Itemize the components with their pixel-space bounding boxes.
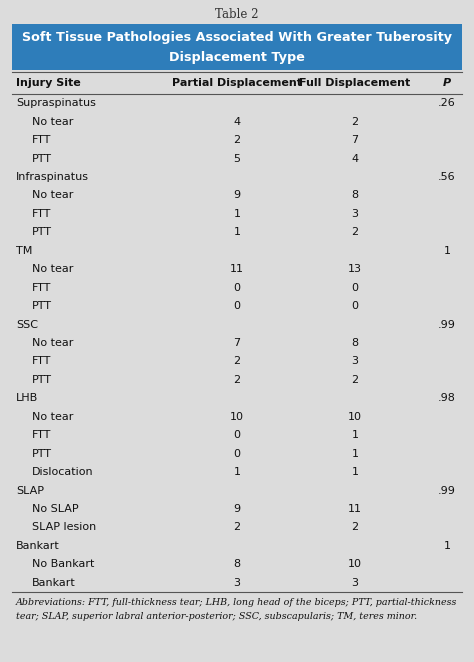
Text: 1: 1 — [234, 467, 240, 477]
Text: TM: TM — [16, 246, 32, 256]
Text: FTT: FTT — [32, 430, 51, 440]
Text: 0: 0 — [234, 430, 240, 440]
Text: 1: 1 — [234, 227, 240, 238]
Text: FTT: FTT — [32, 283, 51, 293]
Text: SSC: SSC — [16, 320, 38, 330]
Text: FTT: FTT — [32, 135, 51, 145]
Text: 0: 0 — [234, 449, 240, 459]
Text: 3: 3 — [234, 578, 240, 588]
Text: Displacement Type: Displacement Type — [169, 52, 305, 64]
Text: 9: 9 — [233, 504, 241, 514]
Text: P: P — [443, 78, 451, 88]
Text: 2: 2 — [233, 522, 241, 532]
Text: FTT: FTT — [32, 209, 51, 219]
Text: 2: 2 — [233, 135, 241, 145]
Text: 0: 0 — [234, 283, 240, 293]
Text: tear; SLAP, superior labral anterior-posterior; SSC, subscapularis; TM, teres mi: tear; SLAP, superior labral anterior-pos… — [16, 612, 417, 621]
Text: 10: 10 — [230, 412, 244, 422]
Text: .98: .98 — [438, 393, 456, 403]
Text: PTT: PTT — [32, 227, 52, 238]
Text: No tear: No tear — [32, 412, 73, 422]
Text: 1: 1 — [444, 541, 450, 551]
Text: No SLAP: No SLAP — [32, 504, 79, 514]
Text: Partial Displacement: Partial Displacement — [172, 78, 302, 88]
Text: SLAP lesion: SLAP lesion — [32, 522, 96, 532]
Text: Full Displacement: Full Displacement — [300, 78, 410, 88]
Text: 13: 13 — [348, 264, 362, 274]
Bar — [12, 24, 462, 70]
Text: Injury Site: Injury Site — [16, 78, 81, 88]
Text: No tear: No tear — [32, 191, 73, 201]
Text: 8: 8 — [351, 338, 358, 348]
Text: 3: 3 — [352, 209, 358, 219]
Text: 3: 3 — [352, 578, 358, 588]
Text: 2: 2 — [351, 375, 358, 385]
Text: 7: 7 — [233, 338, 241, 348]
Text: 4: 4 — [351, 154, 358, 164]
Text: .99: .99 — [438, 320, 456, 330]
Text: 5: 5 — [234, 154, 240, 164]
Text: Abbreviations: FTT, full-thickness tear; LHB, long head of the biceps; PTT, part: Abbreviations: FTT, full-thickness tear;… — [16, 598, 457, 607]
Text: No tear: No tear — [32, 117, 73, 126]
Text: 2: 2 — [351, 522, 358, 532]
Text: No tear: No tear — [32, 338, 73, 348]
Text: 4: 4 — [233, 117, 241, 126]
Text: .26: .26 — [438, 98, 456, 108]
Text: 1: 1 — [234, 209, 240, 219]
Text: 1: 1 — [352, 467, 358, 477]
Text: 11: 11 — [348, 504, 362, 514]
Text: 1: 1 — [352, 449, 358, 459]
Text: No Bankart: No Bankart — [32, 559, 94, 569]
Text: 10: 10 — [348, 559, 362, 569]
Text: 1: 1 — [352, 430, 358, 440]
Text: LHB: LHB — [16, 393, 38, 403]
Text: 2: 2 — [233, 356, 241, 367]
Text: 7: 7 — [351, 135, 358, 145]
Text: Table 2: Table 2 — [215, 7, 259, 21]
Text: 9: 9 — [233, 191, 241, 201]
Text: PTT: PTT — [32, 375, 52, 385]
Text: 8: 8 — [351, 191, 358, 201]
Text: 0: 0 — [234, 301, 240, 311]
Text: 2: 2 — [351, 227, 358, 238]
Text: .56: .56 — [438, 172, 456, 182]
Text: Bankart: Bankart — [32, 578, 76, 588]
Text: Infraspinatus: Infraspinatus — [16, 172, 89, 182]
Text: Dislocation: Dislocation — [32, 467, 94, 477]
Text: 8: 8 — [233, 559, 241, 569]
Text: 2: 2 — [233, 375, 241, 385]
Text: FTT: FTT — [32, 356, 51, 367]
Text: Supraspinatus: Supraspinatus — [16, 98, 96, 108]
Text: 3: 3 — [352, 356, 358, 367]
Text: PTT: PTT — [32, 154, 52, 164]
Text: 0: 0 — [352, 301, 358, 311]
Text: SLAP: SLAP — [16, 485, 44, 496]
Text: 1: 1 — [444, 246, 450, 256]
Text: No tear: No tear — [32, 264, 73, 274]
Text: PTT: PTT — [32, 301, 52, 311]
Text: Soft Tissue Pathologies Associated With Greater Tuberosity: Soft Tissue Pathologies Associated With … — [22, 32, 452, 44]
Text: PTT: PTT — [32, 449, 52, 459]
Text: 0: 0 — [352, 283, 358, 293]
Text: 2: 2 — [351, 117, 358, 126]
Text: .99: .99 — [438, 485, 456, 496]
Text: Bankart: Bankart — [16, 541, 60, 551]
Text: 11: 11 — [230, 264, 244, 274]
Text: 10: 10 — [348, 412, 362, 422]
